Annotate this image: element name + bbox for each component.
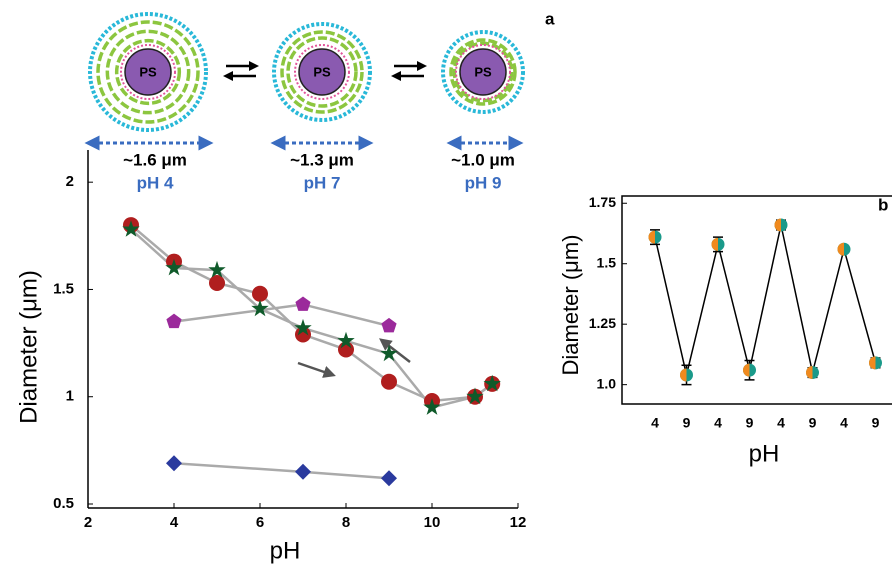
ps-core (124, 48, 172, 96)
x-tick-label: 4 (651, 415, 659, 431)
data-point (251, 299, 269, 317)
y-axis-title: Diameter (μm) (15, 270, 42, 424)
x-tick-label: 9 (746, 415, 754, 431)
y-tick-label: 1.5 (53, 280, 74, 297)
core-label: PS (474, 64, 492, 79)
data-point (208, 260, 226, 278)
trend-arrows (297, 338, 411, 378)
x-tick-label: 4 (714, 415, 722, 431)
x-tick-label: 9 (872, 415, 880, 431)
y-tick-label: 1.25 (589, 315, 616, 331)
data-point (295, 463, 311, 480)
panel-label: b (878, 195, 888, 214)
marker-half (680, 368, 687, 382)
core-ring (120, 44, 176, 100)
polymer-shell (88, 12, 208, 132)
polymer-shell (272, 22, 372, 122)
data-point (295, 326, 311, 343)
y-tick-label: 1.75 (589, 194, 616, 210)
x-axis-title: pH (749, 440, 780, 467)
ph-label: pH 4 (137, 173, 174, 192)
gel-ring (452, 41, 514, 103)
marker-half (837, 242, 844, 256)
data-point (381, 317, 397, 333)
core-ring (294, 44, 350, 100)
x-tick-label: 10 (424, 514, 441, 531)
marker-half (648, 230, 655, 244)
y-tick-label: 2 (66, 173, 74, 190)
x-tick-label: 8 (342, 514, 350, 531)
core-ring (455, 44, 511, 100)
ph-label: pH 7 (304, 173, 341, 192)
size-label: ~1.0 μm (451, 150, 515, 169)
data-point (252, 285, 268, 302)
marker-half (869, 356, 876, 370)
x-tick-label: 2 (84, 514, 92, 531)
gel-ring (96, 20, 200, 124)
data-point (166, 313, 182, 329)
ph-label: pH 9 (465, 173, 502, 192)
data-point (380, 344, 398, 362)
x-tick-label: 4 (840, 415, 848, 431)
series-line (130, 224, 493, 403)
x-tick-label: 6 (256, 514, 264, 531)
x-tick-label: 4 (170, 514, 179, 531)
series-line (130, 228, 493, 409)
data-point (381, 470, 397, 487)
y-axis-title: Diameter (μm) (558, 234, 583, 375)
series-line (654, 224, 877, 376)
data-point (381, 373, 397, 390)
data-point (337, 331, 355, 349)
data-point (294, 318, 312, 336)
data-point (209, 275, 225, 292)
x-tick-label: 12 (510, 514, 527, 531)
gel-ring (280, 30, 364, 114)
gel-ring (449, 38, 517, 106)
y-tick-label: 0.5 (53, 495, 74, 512)
y-tick-label: 1.5 (597, 254, 617, 270)
equilibrium-arrows (223, 61, 427, 81)
y-tick-label: 1.0 (597, 375, 617, 391)
core-label: PS (139, 64, 157, 79)
ps-core (298, 48, 346, 96)
x-tick-label: 9 (683, 415, 691, 431)
gel-ring (105, 29, 191, 115)
x-axis-title: pH (270, 537, 301, 564)
gel-ring (286, 36, 358, 108)
data-point (483, 374, 501, 392)
series-line (173, 461, 390, 480)
core-label: PS (313, 64, 331, 79)
marker-half (806, 366, 813, 380)
data-point (166, 455, 182, 472)
x-tick-label: 4 (777, 415, 785, 431)
x-tick-label: 9 (809, 415, 817, 431)
size-label: ~1.3 μm (290, 150, 354, 169)
size-label: ~1.6 μm (123, 150, 187, 169)
data-point (423, 398, 441, 415)
marker-half (743, 363, 750, 377)
ps-core (459, 48, 507, 96)
plot-frame (621, 195, 892, 405)
marker-half (711, 237, 718, 251)
gel-ring (114, 38, 182, 106)
polymer-shell (441, 30, 525, 114)
panel-label: a (545, 9, 555, 28)
data-point (466, 387, 484, 405)
y-tick-label: 1 (66, 388, 74, 405)
data-point (295, 296, 311, 311)
data-point (165, 258, 183, 276)
data-point (122, 220, 140, 237)
marker-half (774, 218, 781, 232)
